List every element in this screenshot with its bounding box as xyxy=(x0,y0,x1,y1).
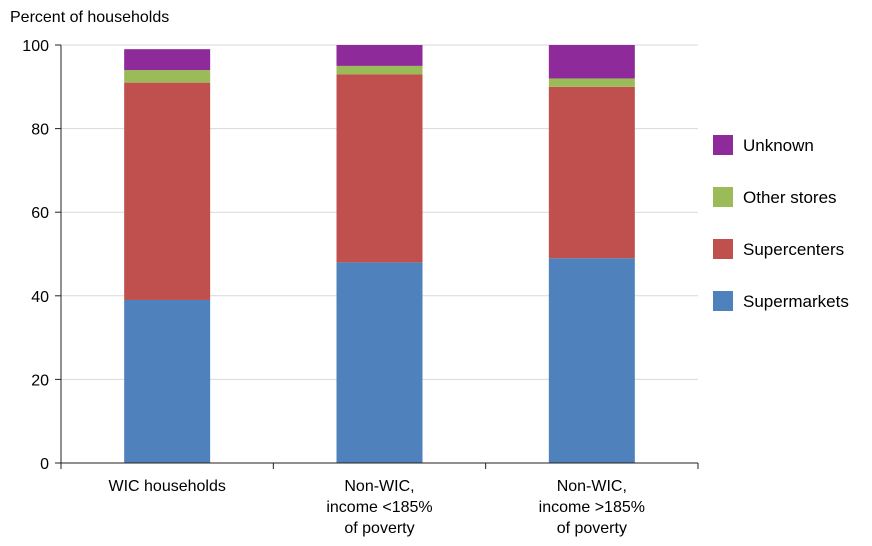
legend-label-other-stores: Other stores xyxy=(743,188,837,207)
x-category-labels: WIC households Non-WIC, income <185% of pov… xyxy=(108,478,645,537)
bars xyxy=(124,45,635,463)
y-tick-label: 60 xyxy=(31,205,49,222)
y-tick-label: 40 xyxy=(31,289,49,306)
bar-segment-supercenters xyxy=(124,82,211,300)
y-tick-label: 80 xyxy=(31,122,49,139)
bar-segment-unknown xyxy=(336,45,423,66)
bar-segment-supermarkets xyxy=(336,262,423,463)
legend-label-supercenters: Supercenters xyxy=(743,240,844,259)
legend-swatch-other-stores xyxy=(713,187,733,207)
axes xyxy=(55,44,699,469)
bar-segment-unknown xyxy=(124,49,211,71)
bar-segment-supercenters xyxy=(548,86,635,259)
legend-label-supermarkets: Supermarkets xyxy=(743,292,849,311)
legend-swatch-unknown xyxy=(713,135,733,155)
bar-segment-supermarkets xyxy=(548,258,635,463)
bar-segment-other-stores xyxy=(124,70,211,83)
bar-segment-supermarkets xyxy=(124,299,211,463)
x-category-label: WIC households xyxy=(108,478,225,495)
bar-segment-supercenters xyxy=(336,74,423,263)
legend: Unknown Other stores Supercenters Supermark… xyxy=(713,135,849,311)
y-tick-label: 0 xyxy=(40,456,49,473)
legend-swatch-supercenters xyxy=(713,239,733,259)
y-axis-label: Percent of households xyxy=(10,9,169,26)
y-tick-label: 20 xyxy=(31,372,49,389)
legend-swatch-supermarkets xyxy=(713,291,733,311)
bar-segment-other-stores xyxy=(548,78,635,87)
x-category-label: Non-WIC, income >185% of poverty xyxy=(539,478,645,537)
legend-label-unknown: Unknown xyxy=(743,136,814,155)
y-tick-label: 100 xyxy=(22,38,49,55)
y-tick-labels: 0 20 40 60 80 100 xyxy=(22,38,49,473)
bar-segment-unknown xyxy=(548,45,635,79)
bar-segment-other-stores xyxy=(336,65,423,75)
x-category-label: Non-WIC, income <185% of poverty xyxy=(326,478,432,537)
